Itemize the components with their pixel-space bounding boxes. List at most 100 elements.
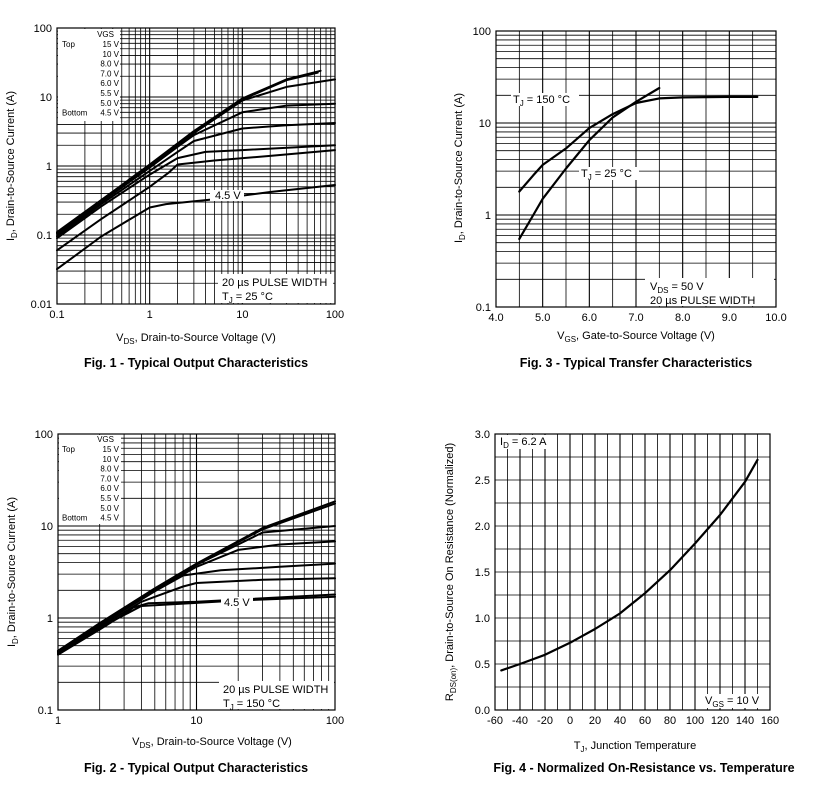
fig4-x-axis-label: TJ, Junction Temperature (574, 740, 696, 754)
x-tick-label: 100 (326, 715, 344, 727)
fig4-id-note-bg (497, 435, 557, 449)
series-line (56, 144, 336, 240)
fig4-vgs-note: VGS = 10 V (705, 695, 760, 709)
y-tick-label: 0.1 (476, 302, 491, 314)
x-tick-label: 7.0 (628, 312, 643, 324)
y-tick-label: 10 (479, 118, 491, 130)
fig4-chart: -60 -40 -20 0 20 40 60 80 100 120 140 160 0.0 0.5 1.0 1… (444, 429, 795, 775)
fig3-t150-bg (511, 93, 579, 106)
x-tick-label: 40 (614, 715, 626, 727)
legend-entry: 5.0 V (100, 504, 119, 513)
legend-header: VGS (97, 30, 114, 39)
x-tick-label: 10 (190, 715, 202, 727)
series-line (57, 593, 336, 656)
fig3-note-bg (645, 278, 774, 306)
legend-bottom-label: Bottom (62, 109, 88, 118)
y-tick-label: 100 (35, 429, 53, 441)
y-tick-label: 0.0 (475, 705, 490, 717)
x-tick-label: 4.0 (488, 312, 503, 324)
x-tick-label: 120 (711, 715, 729, 727)
fig1-x-axis-label: VDS, Drain-to-Source Voltage (V) (116, 332, 276, 346)
x-tick-label: 160 (761, 715, 779, 727)
fig3-t150-label: TJ = 150 °C (513, 94, 570, 108)
fig4-vgs-note-bg (702, 694, 768, 708)
x-tick-label: 0.1 (49, 309, 64, 321)
fig3-plot-frame (495, 30, 777, 308)
y-tick-label: 1 (485, 210, 491, 222)
x-tick-label: 9.0 (722, 312, 737, 324)
legend-entry: 4.5 V (100, 109, 119, 118)
legend-top-label: Top (62, 40, 75, 49)
series-line (56, 102, 336, 236)
fig1-curve-label: 4.5 V (215, 190, 241, 202)
fig1-curve-label-bg (210, 190, 244, 201)
fig2-note-bg (219, 681, 334, 709)
series-line (57, 595, 336, 656)
legend-entry: 10 V (103, 455, 120, 464)
x-tick-label: 100 (686, 715, 704, 727)
series-line (500, 458, 759, 672)
fig4-plot-frame (494, 433, 771, 711)
legend-entry: 8.0 V (100, 60, 119, 69)
y-tick-label: 1 (46, 161, 52, 173)
legend-header: VGS (97, 435, 114, 444)
fig3-vds-note: VDS = 50 V (650, 281, 704, 295)
x-tick-label: 100 (326, 309, 344, 321)
y-tick-label: 3.0 (475, 429, 490, 441)
fig1-pulse-note: 20 µs PULSE WIDTH (222, 277, 327, 289)
x-tick-label: 0 (567, 715, 573, 727)
fig3-grid (496, 31, 776, 307)
y-tick-label: 100 (34, 23, 52, 35)
fig4-curves (500, 458, 759, 672)
legend-entry: 10 V (103, 50, 120, 59)
legend-entry: 4.5 V (100, 514, 119, 523)
x-tick-label: 5.0 (535, 312, 550, 324)
y-tick-label: 0.1 (38, 705, 53, 717)
fig3-x-axis-label: VGS, Gate-to-Source Voltage (V) (557, 330, 715, 344)
y-tick-label: 0.1 (37, 230, 52, 242)
fig2-curves (57, 500, 336, 656)
y-tick-label: 2.0 (475, 521, 490, 533)
fig1-note-bg (218, 274, 333, 303)
fig1-caption: Fig. 1 - Typical Output Characteristics (84, 356, 308, 370)
x-tick-label: 140 (736, 715, 754, 727)
fig2-legend-box (59, 435, 121, 524)
fig2-tj-note: TJ = 150 °C (223, 698, 280, 712)
y-tick-label: 10 (40, 92, 52, 104)
fig3-chart: 4.0 5.0 6.0 7.0 8.0 9.0 10.0 0.1 1 10 100 TJ = 150… (453, 26, 787, 370)
series-line (57, 577, 336, 655)
legend-entry: 7.0 V (100, 474, 119, 483)
x-tick-label: 60 (639, 715, 651, 727)
fig2-pulse-note: 20 µs PULSE WIDTH (223, 684, 328, 696)
fig1-tj-note: TJ = 25 °C (222, 291, 273, 305)
x-tick-label: 20 (589, 715, 601, 727)
legend-entry: 7.0 V (100, 69, 119, 78)
fig4-caption: Fig. 4 - Normalized On-Resistance vs. Te… (493, 761, 794, 775)
legend-entry: 5.0 V (100, 99, 119, 108)
fig1-legend-box (58, 29, 120, 121)
y-tick-label: 1.5 (475, 567, 490, 579)
series-line (57, 562, 336, 654)
x-tick-label: 10.0 (765, 312, 786, 324)
legend-bottom-label: Bottom (62, 514, 88, 523)
legend-entry: 5.5 V (100, 89, 119, 98)
fig3-t25-label: TJ = 25 °C (581, 168, 632, 182)
series-line (518, 86, 661, 240)
fig2-plot-frame (57, 433, 336, 711)
x-tick-label: 6.0 (582, 312, 597, 324)
fig4-grid (495, 434, 770, 710)
x-tick-label: -20 (537, 715, 553, 727)
fig3-pulse-note: 20 µs PULSE WIDTH (650, 295, 755, 307)
fig3-caption: Fig. 3 - Typical Transfer Characteristic… (520, 356, 753, 370)
legend-entry: 15 V (103, 445, 120, 454)
series-line (56, 149, 336, 252)
fig2-x-axis-label: VDS, Drain-to-Source Voltage (V) (132, 736, 292, 750)
fig2-curve-label: 4.5 V (224, 597, 250, 609)
y-tick-label: 10 (41, 521, 53, 533)
fig2-curve-label-bg (221, 597, 253, 608)
legend-entry: 8.0 V (100, 465, 119, 474)
